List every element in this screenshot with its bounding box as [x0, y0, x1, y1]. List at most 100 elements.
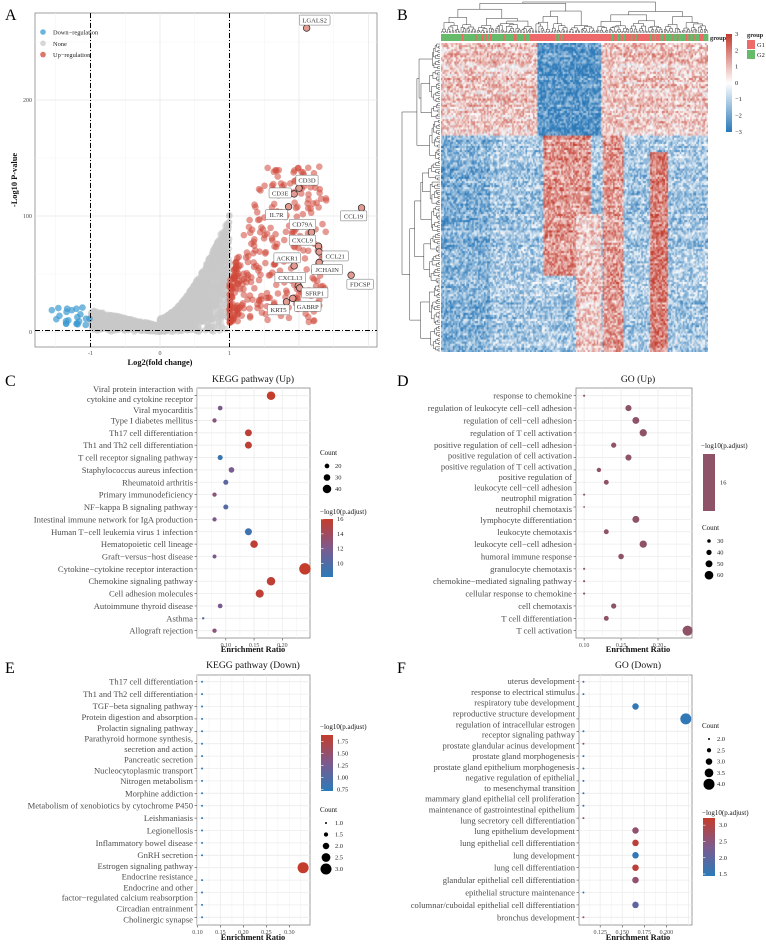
size-legend-dot	[705, 758, 713, 765]
color-legend-label: 16	[337, 516, 343, 523]
dendrogram-branch	[617, 29, 621, 32]
dendrogram-branch	[437, 245, 440, 249]
dendrogram-branch	[699, 31, 702, 33]
group-cell	[596, 34, 599, 41]
point-none	[169, 328, 177, 335]
size-legend-label: 3.0	[335, 866, 343, 873]
panel-letter: A	[5, 7, 17, 24]
colorbar-tick: 2	[735, 47, 738, 54]
group-cell	[657, 34, 660, 41]
dendrogram-branch	[610, 14, 647, 22]
group-cell	[629, 34, 632, 41]
enrichment-dot	[632, 901, 639, 909]
group-cell	[608, 34, 611, 41]
labeled-gene-point	[282, 298, 291, 306]
gene-label-box	[301, 287, 329, 299]
dendrogram-branch	[515, 28, 520, 33]
point-none	[209, 304, 217, 312]
row-label: positive regulation of cell activation	[448, 451, 573, 461]
dendrogram-branch	[704, 29, 707, 33]
dendrogram-branch	[414, 200, 424, 257]
group-cell	[616, 34, 618, 41]
point-none	[135, 322, 143, 330]
row-label: cellular response to chemokine	[465, 589, 572, 599]
group-cell	[705, 34, 707, 41]
labeled-gene-point	[347, 271, 355, 279]
dendrogram-branch	[438, 342, 440, 346]
dendrogram-branch	[420, 83, 432, 113]
group-cell	[565, 34, 568, 41]
group-cell	[599, 34, 602, 41]
dendrogram-branch	[498, 24, 503, 31]
point-down	[68, 306, 76, 314]
group-cell	[442, 34, 445, 41]
dendrogram-branch	[471, 30, 474, 33]
point-none	[225, 245, 233, 253]
row-label: leukocyte chemotaxis	[497, 527, 572, 537]
dendrogram-branch	[401, 111, 417, 275]
color-legend-bar	[321, 519, 333, 577]
point-up	[240, 291, 248, 298]
colorbar-tick: −3	[735, 129, 742, 136]
dendrogram-branch	[481, 25, 492, 29]
dendrogram-branch	[601, 31, 604, 33]
dendrogram-branch	[478, 31, 481, 33]
point-up	[292, 204, 300, 212]
group-cell	[571, 34, 574, 41]
dendrogram-branch	[474, 30, 477, 33]
group-cell	[457, 34, 460, 41]
color-legend-label: 1.50	[337, 751, 348, 758]
dendrogram-branch	[681, 31, 684, 33]
group-cell	[547, 34, 550, 41]
point-none	[159, 316, 167, 324]
point-up	[232, 265, 239, 273]
group-cell	[605, 34, 608, 41]
row-label: humoral immune response	[481, 551, 572, 561]
row-label: Cytokine−cytokine receptor interaction	[58, 564, 194, 574]
point-up	[319, 220, 326, 228]
dendrogram-branch	[431, 165, 436, 172]
dendrogram-branch	[496, 26, 500, 33]
point-up	[297, 190, 305, 197]
dendrogram-branch	[467, 26, 474, 30]
color-legend-label: 14	[337, 531, 344, 538]
group-cell	[656, 34, 658, 41]
gene-label: CXCL9	[292, 238, 314, 245]
dendrogram-branch	[486, 18, 518, 26]
size-legend-dot	[321, 853, 331, 862]
dendrogram-branch	[430, 331, 435, 346]
point-up	[274, 173, 282, 180]
point-down	[62, 320, 70, 327]
point-up	[247, 278, 255, 286]
dendrogram-branch	[466, 28, 470, 33]
colorbar-tick: −1	[735, 96, 742, 103]
row-label-line: Endocrine and other	[123, 882, 193, 892]
dendrogram-branch	[435, 98, 440, 102]
row-label: glandular epithelial cell differentiatio…	[443, 875, 576, 885]
dendrogram-branch	[500, 23, 514, 26]
group-cell	[445, 34, 448, 41]
point-up	[227, 276, 234, 284]
point-up	[282, 287, 290, 295]
point-down	[55, 304, 62, 312]
dendrogram-branch	[437, 49, 440, 53]
row-label: prostate gland epithelium morphogenesis	[433, 762, 575, 772]
group-cell	[464, 34, 467, 41]
dendrogram-branch	[433, 314, 437, 323]
enrichment-dot	[201, 854, 204, 857]
group-cell	[583, 34, 586, 41]
group-cell	[454, 34, 457, 41]
dendrogram-branch	[506, 20, 529, 27]
dendrogram-branch	[437, 220, 440, 224]
dendrogram-branch	[436, 332, 440, 336]
size-legend-dot	[324, 463, 330, 469]
dendrogram-branch	[659, 28, 663, 33]
group-cell	[461, 34, 464, 41]
row-label: lung epithelium development	[474, 826, 575, 836]
row-label: Nucleocytoplasmic transport	[94, 765, 194, 775]
color-legend-title: −log10(p.adjust)	[701, 442, 748, 450]
point-up	[307, 183, 314, 191]
dendrogram-branch	[699, 25, 706, 30]
group-cell	[651, 34, 654, 41]
legend-dot	[40, 40, 46, 47]
